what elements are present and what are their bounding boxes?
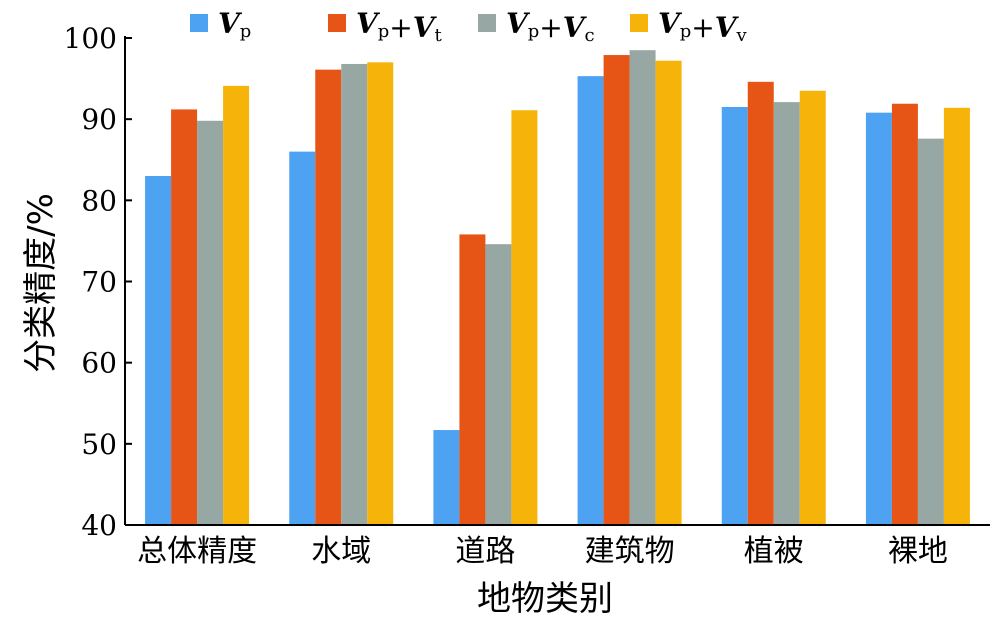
bar-3-2: [511, 110, 538, 525]
bar-2-4: [773, 102, 800, 525]
bar-1-1: [315, 69, 342, 525]
bar-3-0: [223, 85, 250, 525]
bar-1-2: [459, 234, 486, 525]
legend-swatch: [630, 14, 648, 32]
bar-3-5: [943, 107, 970, 525]
legend-label: Vp+Vc: [506, 7, 595, 46]
x-category-label: 裸地: [888, 534, 948, 569]
x-category-label: 植被: [744, 534, 804, 569]
legend-label: Vp+Vt: [356, 7, 442, 46]
bar-0-5: [865, 112, 892, 525]
x-category-label: 水域: [311, 534, 371, 569]
y-tick-label: 100: [64, 22, 117, 55]
y-tick-label: 70: [81, 266, 117, 299]
bar-0-4: [721, 106, 748, 525]
y-tick-label: 50: [81, 428, 117, 461]
legend-swatch: [478, 14, 496, 32]
y-tick-label: 40: [81, 509, 117, 542]
legend-label: Vp+Vv: [658, 7, 747, 46]
bar-3-4: [799, 90, 826, 525]
bar-3-1: [367, 62, 394, 525]
bar-1-0: [171, 109, 198, 525]
x-categories-group: 总体精度 水域 道路 建筑物 植被 裸地: [137, 534, 948, 569]
bar-2-3: [629, 50, 656, 526]
legend-swatch: [328, 14, 346, 32]
bar-2-1: [341, 63, 368, 526]
legend-swatch: [190, 14, 208, 32]
y-tick-label: 60: [81, 347, 117, 380]
bar-1-4: [747, 81, 774, 525]
axes-group: [124, 36, 990, 526]
x-category-label: 建筑物: [585, 534, 675, 569]
bar-2-0: [197, 120, 224, 525]
bar-1-3: [603, 55, 630, 526]
bar-1-5: [891, 103, 918, 526]
x-axis-title: 地物类别: [477, 579, 613, 619]
legend-label: Vp: [218, 7, 251, 42]
bar-2-5: [917, 138, 944, 525]
x-category-label: 总体精度: [137, 534, 257, 569]
bars-group: [145, 50, 970, 526]
bar-0-2: [433, 430, 460, 525]
bar-0-1: [289, 151, 316, 525]
y-ticks-group: 40 50 60 70 80 90 100: [64, 22, 132, 542]
y-axis-title: 分类精度/%: [21, 193, 61, 373]
bar-0-0: [145, 175, 172, 525]
y-tick-label: 80: [81, 184, 117, 217]
x-category-label: 道路: [455, 534, 515, 569]
bar-3-3: [655, 60, 682, 526]
bar-0-3: [577, 76, 604, 526]
y-tick-label: 90: [81, 103, 117, 136]
legend: Vp Vp+Vt Vp+Vc Vp+Vv: [190, 7, 747, 46]
bar-2-2: [485, 244, 512, 525]
